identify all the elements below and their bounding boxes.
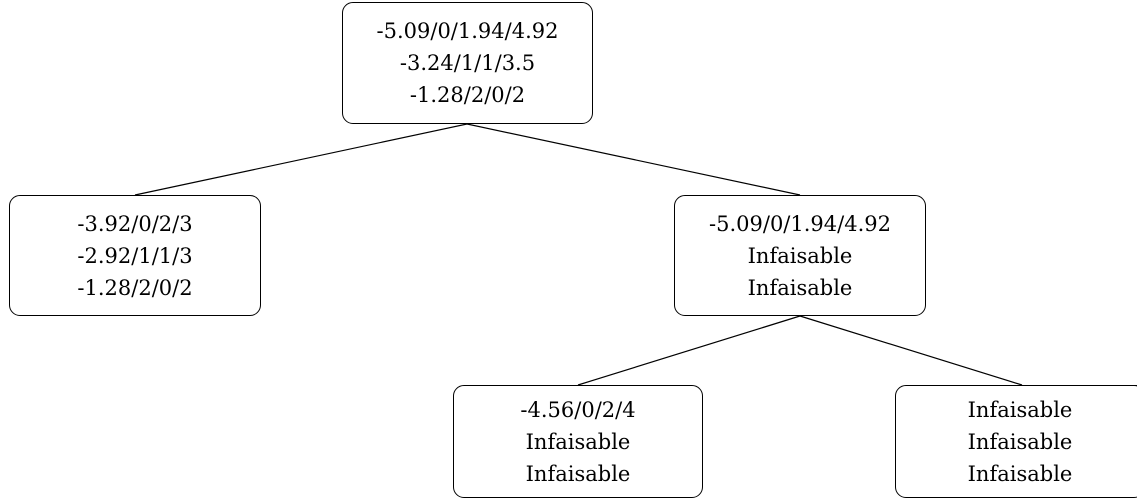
node-line: Infaisable: [967, 461, 1073, 486]
node-line: -1.28/2/0/2: [77, 275, 193, 300]
tree-node-right: -5.09/0/1.94/4.92 Infaisable Infaisable: [674, 195, 926, 316]
node-line: Infaisable: [747, 275, 853, 300]
node-line: Infaisable: [967, 397, 1073, 422]
tree-node-right-left: -4.56/0/2/4 Infaisable Infaisable: [453, 385, 703, 498]
edge-right-rightright: [799, 315, 1023, 386]
node-line: -5.09/0/1.94/4.92: [376, 19, 559, 43]
node-line: -3.24/1/1/3.5: [399, 51, 536, 75]
edge-right-rightleft: [577, 315, 801, 386]
node-line: Infaisable: [525, 461, 631, 486]
node-line: Infaisable: [967, 429, 1073, 454]
node-line: -3.92/0/2/3: [77, 211, 193, 236]
node-line: -2.92/1/1/3: [77, 243, 193, 268]
tree-node-root: -5.09/0/1.94/4.92 -3.24/1/1/3.5 -1.28/2/…: [342, 2, 593, 124]
node-line: -1.28/2/0/2: [409, 83, 526, 107]
node-line: Infaisable: [525, 429, 631, 454]
edge-root-left: [134, 123, 468, 196]
edge-root-right: [466, 123, 801, 196]
tree-node-right-right: Infaisable Infaisable Infaisable: [895, 385, 1137, 498]
node-line: Infaisable: [747, 243, 853, 268]
node-line: -4.56/0/2/4: [520, 397, 636, 422]
node-line: -5.09/0/1.94/4.92: [709, 211, 891, 236]
tree-node-left: -3.92/0/2/3 -2.92/1/1/3 -1.28/2/0/2: [9, 195, 261, 316]
